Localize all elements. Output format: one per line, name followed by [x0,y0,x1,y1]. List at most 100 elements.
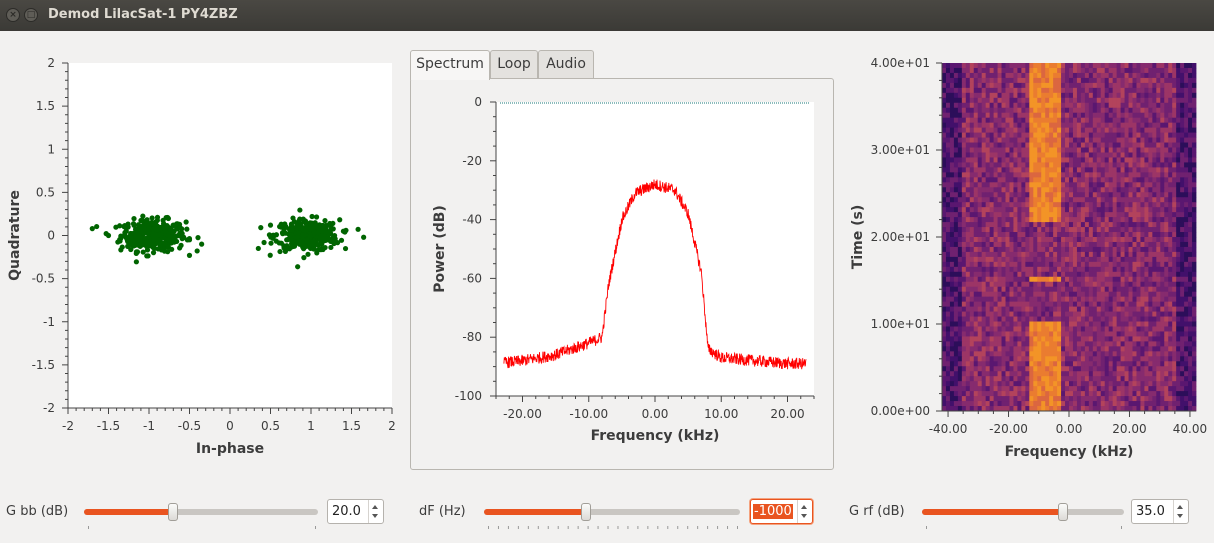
waterfall-cell [1168,152,1173,158]
waterfall-cell [977,286,983,293]
waterfall-cell [1088,361,1094,367]
waterfall-cell [1053,137,1058,143]
waterfall-cell [1092,67,1098,74]
waterfall-cell [997,182,1002,188]
waterfall-cell [1108,241,1114,248]
maximize-window-button[interactable]: □ [24,8,38,22]
waterfall-cell [957,326,963,332]
waterfall-cell [1084,102,1090,109]
waterfall-cell [1116,63,1121,69]
waterfall-cell [1120,97,1125,104]
tab-loop[interactable]: Loop [490,50,538,78]
spectrum-x-axis-label: Frequency (kHz) [591,428,720,444]
waterfall-cell [965,381,971,387]
waterfall-cell [965,321,971,327]
waterfall-cell [977,147,983,153]
waterfall-cell [981,241,987,248]
waterfall-cell [1140,117,1145,124]
waterfall-cell [1116,311,1121,317]
waterfall-cell [945,326,951,332]
waterfall-cell [945,286,951,293]
waterfall-cell [961,321,967,327]
waterfall-cell [1072,132,1078,138]
window-title: Demod LilacSat-1 PY4ZBZ [48,7,238,22]
waterfall-cell [945,266,951,273]
waterfall-cell [1144,266,1149,273]
waterfall-cell [1088,241,1094,248]
waterfall-cell [1144,281,1149,288]
waterfall-cell [1053,217,1058,223]
waterfall-cell [981,291,987,298]
waterfall-cell [1104,276,1110,283]
waterfall-cell [961,227,967,233]
waterfall-cell [965,222,971,228]
constellation-point [322,218,328,224]
waterfall-cell [1084,167,1090,173]
constellation-point [296,230,302,236]
waterfall-cell [1144,82,1149,89]
waterfall-cell [1049,162,1054,168]
waterfall-cell [949,246,955,253]
waterfall-cell [989,356,994,362]
waterfall-cell [1152,301,1157,307]
waterfall-cell [1124,182,1129,188]
waterfall-cell [1021,197,1026,203]
waterfall-cell [1192,152,1197,158]
waterfall-cell [969,82,975,89]
waterfall-cell [1112,237,1118,243]
waterfall-cell [1053,276,1058,283]
waterfall-cell [1005,316,1010,322]
waterfall-cell [1140,256,1145,263]
waterfall-cell [1156,72,1161,79]
waterfall-cell [1160,296,1165,303]
waterfall-cell [1148,82,1153,89]
waterfall-cell [993,341,998,347]
waterfall-cell [997,286,1002,293]
waterfall-cell [1049,112,1054,119]
waterfall-cell [989,222,994,228]
waterfall-cell [1084,187,1090,193]
waterfall-cell [1092,87,1098,94]
waterfall-cell [1140,346,1145,352]
waterfall-cell [1156,227,1161,233]
waterfall-cell [1108,177,1114,183]
constellation-x-tick-label: 0.5 [261,419,280,433]
waterfall-cell [1021,212,1026,218]
waterfall-cell [1164,97,1169,104]
waterfall-cell [1033,177,1038,183]
waterfall-cell [949,296,955,303]
waterfall-cell [993,217,998,223]
waterfall-cell [1188,132,1193,138]
waterfall-cell [1136,341,1141,347]
waterfall-cell [965,237,971,243]
waterfall-cell [1061,346,1066,352]
waterfall-cell [1180,321,1185,327]
close-window-button[interactable]: × [6,8,20,22]
waterfall-cell [1045,276,1050,283]
waterfall-cell [1132,72,1137,79]
waterfall-cell [1172,197,1177,203]
waterfall-cell [1049,316,1054,322]
waterfall-cell [1021,102,1026,109]
tab-audio[interactable]: Audio [538,50,594,78]
waterfall-cell [953,246,959,253]
waterfall-cell [969,72,975,79]
waterfall-cell [1188,241,1193,248]
waterfall-cell [1188,67,1193,74]
waterfall-cell [1065,197,1070,203]
waterfall-cell [977,366,983,372]
waterfall-cell [1037,87,1042,94]
waterfall-cell [1017,122,1022,129]
waterfall-cell [1053,147,1058,153]
tab-spectrum[interactable]: Spectrum [410,50,490,80]
constellation-x-tick-label: 1 [307,419,315,433]
waterfall-cell [1112,132,1118,138]
waterfall-cell [1164,306,1169,312]
waterfall-cell [993,266,998,273]
waterfall-cell [1072,361,1078,367]
waterfall-cell [1045,67,1050,74]
waterfall-cell [1037,316,1042,322]
spectrum-y-tick-label: 0 [474,95,482,109]
waterfall-cell [1065,336,1070,342]
waterfall-cell [1116,67,1121,74]
